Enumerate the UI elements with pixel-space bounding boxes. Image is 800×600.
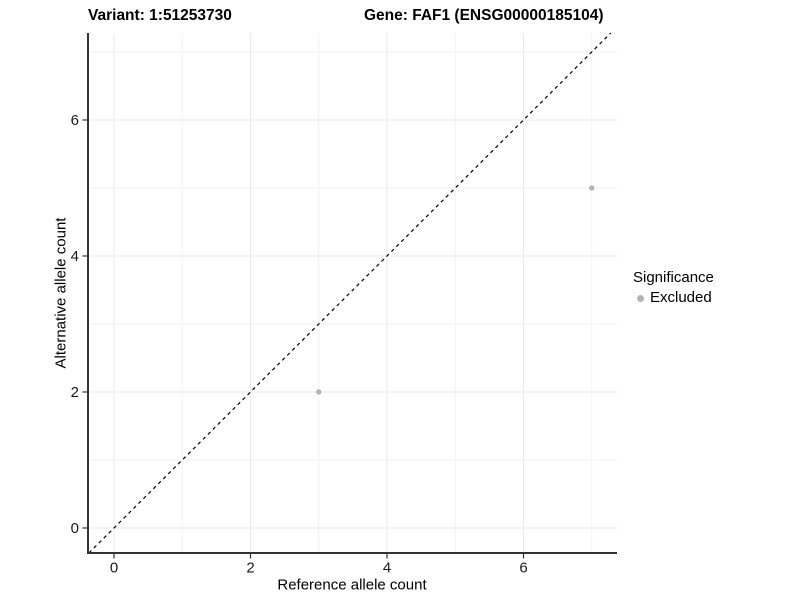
x-tick-label: 6 — [519, 560, 527, 577]
y-tick-label: 2 — [71, 384, 79, 401]
x-tick-label: 0 — [110, 560, 118, 577]
y-tick-label: 6 — [71, 112, 79, 129]
y-tick-label: 0 — [71, 520, 79, 537]
identity-reference-line — [88, 32, 612, 554]
legend-point-icon — [637, 294, 644, 302]
x-tick-label: 4 — [383, 560, 391, 577]
x-axis-label: Reference allele count — [277, 576, 427, 594]
plot-title-variant: Variant: 1:51253730 — [88, 7, 232, 24]
legend: Significance Excluded — [631, 269, 714, 307]
legend-item-excluded: Excluded — [637, 289, 714, 307]
data-point — [316, 389, 322, 395]
x-tick-label: 2 — [246, 560, 254, 577]
plot-title-gene: Gene: FAF1 (ENSG00000185104) — [364, 7, 604, 24]
legend-title: Significance — [633, 269, 714, 286]
data-point — [589, 185, 595, 191]
legend-item-label: Excluded — [650, 289, 712, 306]
y-tick-label: 4 — [71, 248, 79, 265]
y-axis-label: Alternative allele count — [52, 217, 70, 369]
